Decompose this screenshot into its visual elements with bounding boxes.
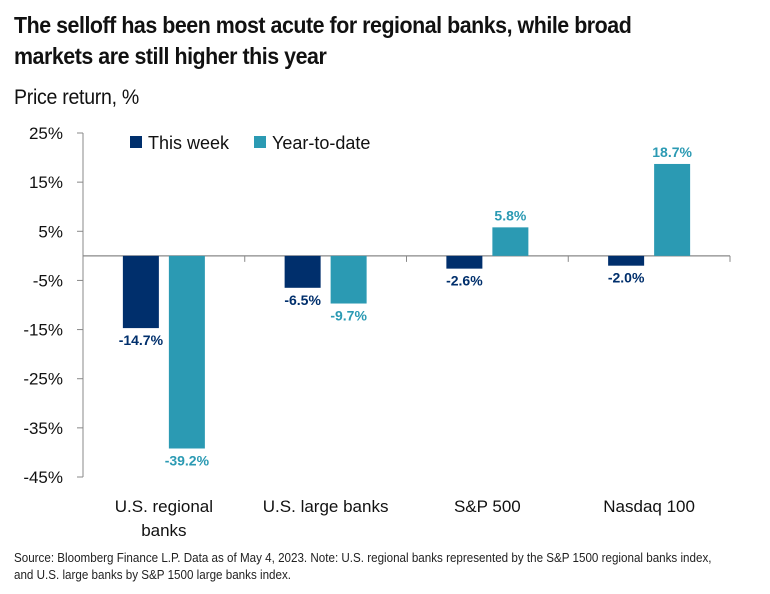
legend-label: Year-to-date: [272, 133, 370, 153]
x-category-label: banks: [141, 521, 186, 540]
bar-this-week: [122, 255, 159, 329]
bar-year-to-date: [330, 255, 367, 304]
legend-swatch-this-week: [130, 136, 142, 148]
y-tick-label: -5%: [33, 271, 63, 290]
y-tick-label: -35%: [23, 419, 63, 438]
x-category-label: U.S. regional: [115, 497, 213, 516]
chart-title: The selloff has been most acute for regi…: [14, 12, 632, 69]
legend-swatch-year-to-date: [254, 136, 266, 148]
bar-this-week: [284, 255, 321, 288]
data-label: 18.7%: [652, 144, 692, 160]
y-tick-label: 15%: [29, 173, 63, 192]
data-label: -2.0%: [608, 270, 645, 286]
y-tick-label: -25%: [23, 370, 63, 389]
legend-label: This week: [148, 133, 230, 153]
data-label: -2.6%: [446, 273, 483, 289]
y-tick-label: 25%: [29, 124, 63, 143]
x-category-label: S&P 500: [454, 497, 521, 516]
bar-this-week: [608, 255, 645, 266]
bar-year-to-date: [492, 227, 529, 256]
y-tick-label: -15%: [23, 321, 63, 340]
data-label: 5.8%: [494, 207, 526, 223]
x-category-label: Nasdaq 100: [603, 497, 695, 516]
data-label: -39.2%: [165, 452, 210, 468]
chart-subtitle: Price return, %: [14, 86, 139, 109]
data-label: -6.5%: [284, 292, 321, 308]
x-category-label: U.S. large banks: [263, 497, 389, 516]
y-tick-label: 5%: [38, 222, 63, 241]
bar-year-to-date: [654, 163, 691, 256]
bar-this-week: [446, 255, 483, 269]
bar-year-to-date: [168, 255, 205, 449]
y-tick-label: -45%: [23, 468, 63, 487]
data-label: -14.7%: [119, 332, 164, 348]
data-label: -9.7%: [330, 308, 367, 324]
source-footnote: Source: Bloomberg Finance L.P. Data as o…: [14, 551, 712, 582]
